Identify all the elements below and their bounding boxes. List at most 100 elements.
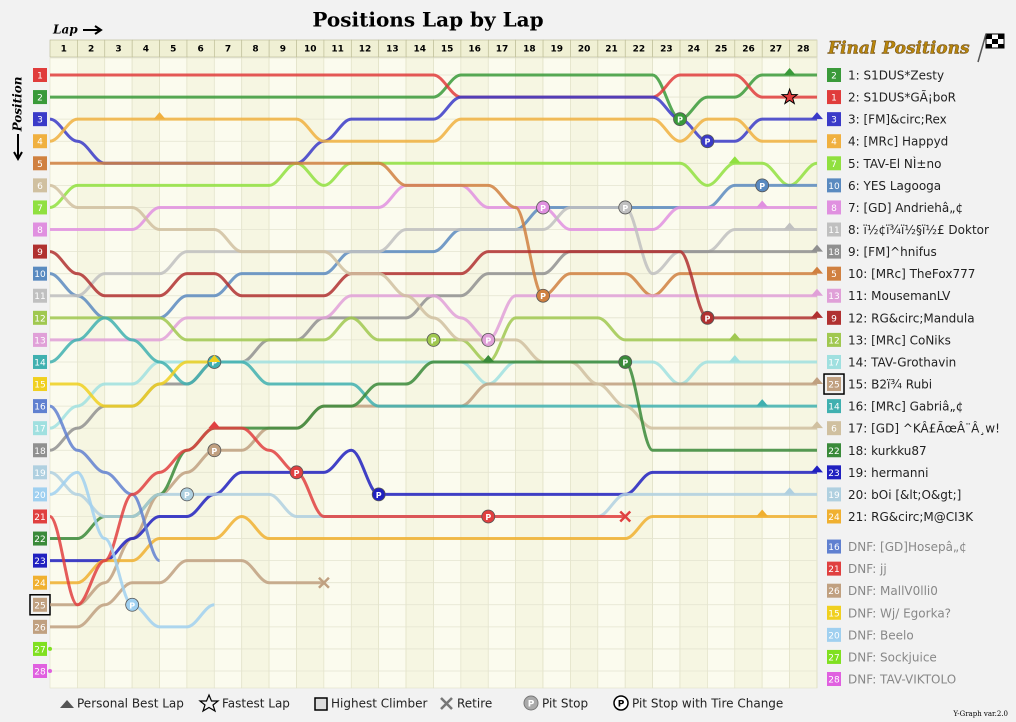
legend-label: 9: [FM]^hnifus — [848, 245, 937, 259]
legend-box — [827, 421, 841, 436]
personal-best — [728, 156, 741, 164]
legend-start: 5 — [831, 270, 837, 280]
legend-box — [827, 90, 841, 105]
driver-line — [49, 250, 817, 320]
key-label: Fastest Lap — [222, 697, 290, 711]
legend-label: 17: [GD] ^KÂ£ÃœÂ¨Â¸w! — [848, 421, 1000, 436]
start-box — [33, 310, 47, 325]
driver-line — [50, 360, 215, 408]
legend-start: 21 — [828, 565, 839, 575]
x-tick-label: 16 — [468, 45, 481, 55]
legend-label: 13: [MRc] CoNiks — [848, 333, 951, 347]
legend-label: DNF: MallV0lli0 — [848, 584, 938, 598]
x-tick-label: 3 — [115, 45, 121, 55]
driver-line — [49, 161, 818, 209]
lap-column — [597, 57, 626, 689]
legend-box — [827, 112, 841, 127]
legend-start: 3 — [831, 116, 837, 126]
pit-symbol: P — [704, 138, 710, 147]
x-tick-label: 17 — [496, 45, 509, 55]
x-tick-label: 14 — [414, 45, 427, 55]
pit-symbol: P — [485, 336, 491, 345]
pit-stop — [618, 200, 633, 215]
driver-line — [49, 316, 817, 408]
legend-label: 21: RG&circ;M@CI3K — [848, 510, 974, 524]
driver-start — [48, 669, 52, 673]
key-label: Highest Climber — [331, 697, 427, 711]
x-tick-label: 27 — [770, 45, 783, 55]
legend-start: 15 — [828, 609, 839, 619]
lap-column — [542, 57, 571, 689]
y-tick-label: 23 — [34, 557, 45, 567]
y-tick-label: 20 — [34, 491, 46, 501]
legend-box — [827, 672, 841, 686]
pit-symbol: P — [184, 491, 190, 500]
start-box — [33, 377, 47, 392]
driver-line — [49, 404, 161, 563]
driver-line — [50, 294, 817, 342]
legend-start: 13 — [828, 292, 839, 302]
driver-line — [49, 559, 324, 629]
flag — [977, 33, 1005, 63]
legend-box — [827, 68, 841, 82]
pit-stop — [371, 487, 386, 502]
legend-label: 1: S1DUS*Zesty — [848, 69, 944, 83]
key-star — [198, 693, 220, 713]
pit-stop — [207, 443, 222, 458]
personal-best — [783, 487, 796, 495]
x-arrow — [83, 25, 103, 35]
personal-best — [811, 112, 823, 120]
start-box — [33, 597, 47, 612]
x-tick-label: 19 — [551, 45, 564, 55]
legend-start: 22 — [828, 447, 839, 457]
y-tick-label: 4 — [37, 138, 43, 148]
driver-line — [50, 448, 817, 563]
y-tick-label: 24 — [34, 579, 46, 589]
x-tick-label: 12 — [359, 45, 372, 55]
y-tick-label: 10 — [34, 270, 46, 280]
pit-symbol: P — [759, 182, 765, 191]
personal-best — [783, 222, 796, 230]
personal-best — [811, 421, 823, 429]
legend-box — [827, 377, 841, 392]
x-tick-label: 5 — [170, 45, 176, 55]
start-box — [33, 641, 47, 656]
pit-stop — [700, 134, 715, 149]
legend-box — [827, 134, 841, 149]
x-tick-label: 11 — [331, 45, 344, 55]
legend-label: 8: ï½¢ï¾ï½§ï½£ Doktor — [848, 223, 989, 237]
personal-best — [811, 266, 823, 274]
personal-best — [208, 354, 221, 362]
pit-stop — [180, 487, 194, 502]
legend-box — [827, 605, 841, 620]
driver-line — [48, 426, 626, 607]
x-tick-label: 10 — [304, 45, 317, 55]
driver-start — [48, 646, 52, 651]
legend-box — [827, 465, 841, 480]
legend-box — [827, 399, 841, 414]
retire-mark — [619, 510, 632, 523]
y-tick-label: 11 — [34, 292, 45, 302]
start-box — [33, 200, 47, 215]
y-tick-label: 13 — [34, 336, 45, 346]
y-tick-label: 27 — [34, 645, 45, 655]
x-tick-label: 26 — [742, 45, 755, 55]
personal-best — [756, 399, 769, 407]
x-tick-label: 18 — [523, 45, 536, 55]
legend-start: 7 — [831, 160, 837, 170]
legend-label: DNF: jj — [848, 562, 887, 576]
lap-column — [214, 57, 243, 689]
x-tick-label: 9 — [280, 45, 286, 55]
key-pit-tire — [613, 695, 629, 711]
legend-box — [827, 649, 841, 664]
lap-column — [433, 57, 462, 689]
y-tick-label: 16 — [34, 403, 46, 413]
y-tick-label: 2 — [37, 94, 43, 104]
pit-stop — [125, 597, 140, 612]
y-tick-label: 12 — [34, 314, 45, 324]
pit-symbol: P — [540, 204, 546, 213]
start-box — [33, 619, 47, 634]
legend-box — [827, 266, 841, 281]
legend-start: 1 — [831, 94, 837, 104]
x-tick-label: 1 — [61, 45, 67, 55]
